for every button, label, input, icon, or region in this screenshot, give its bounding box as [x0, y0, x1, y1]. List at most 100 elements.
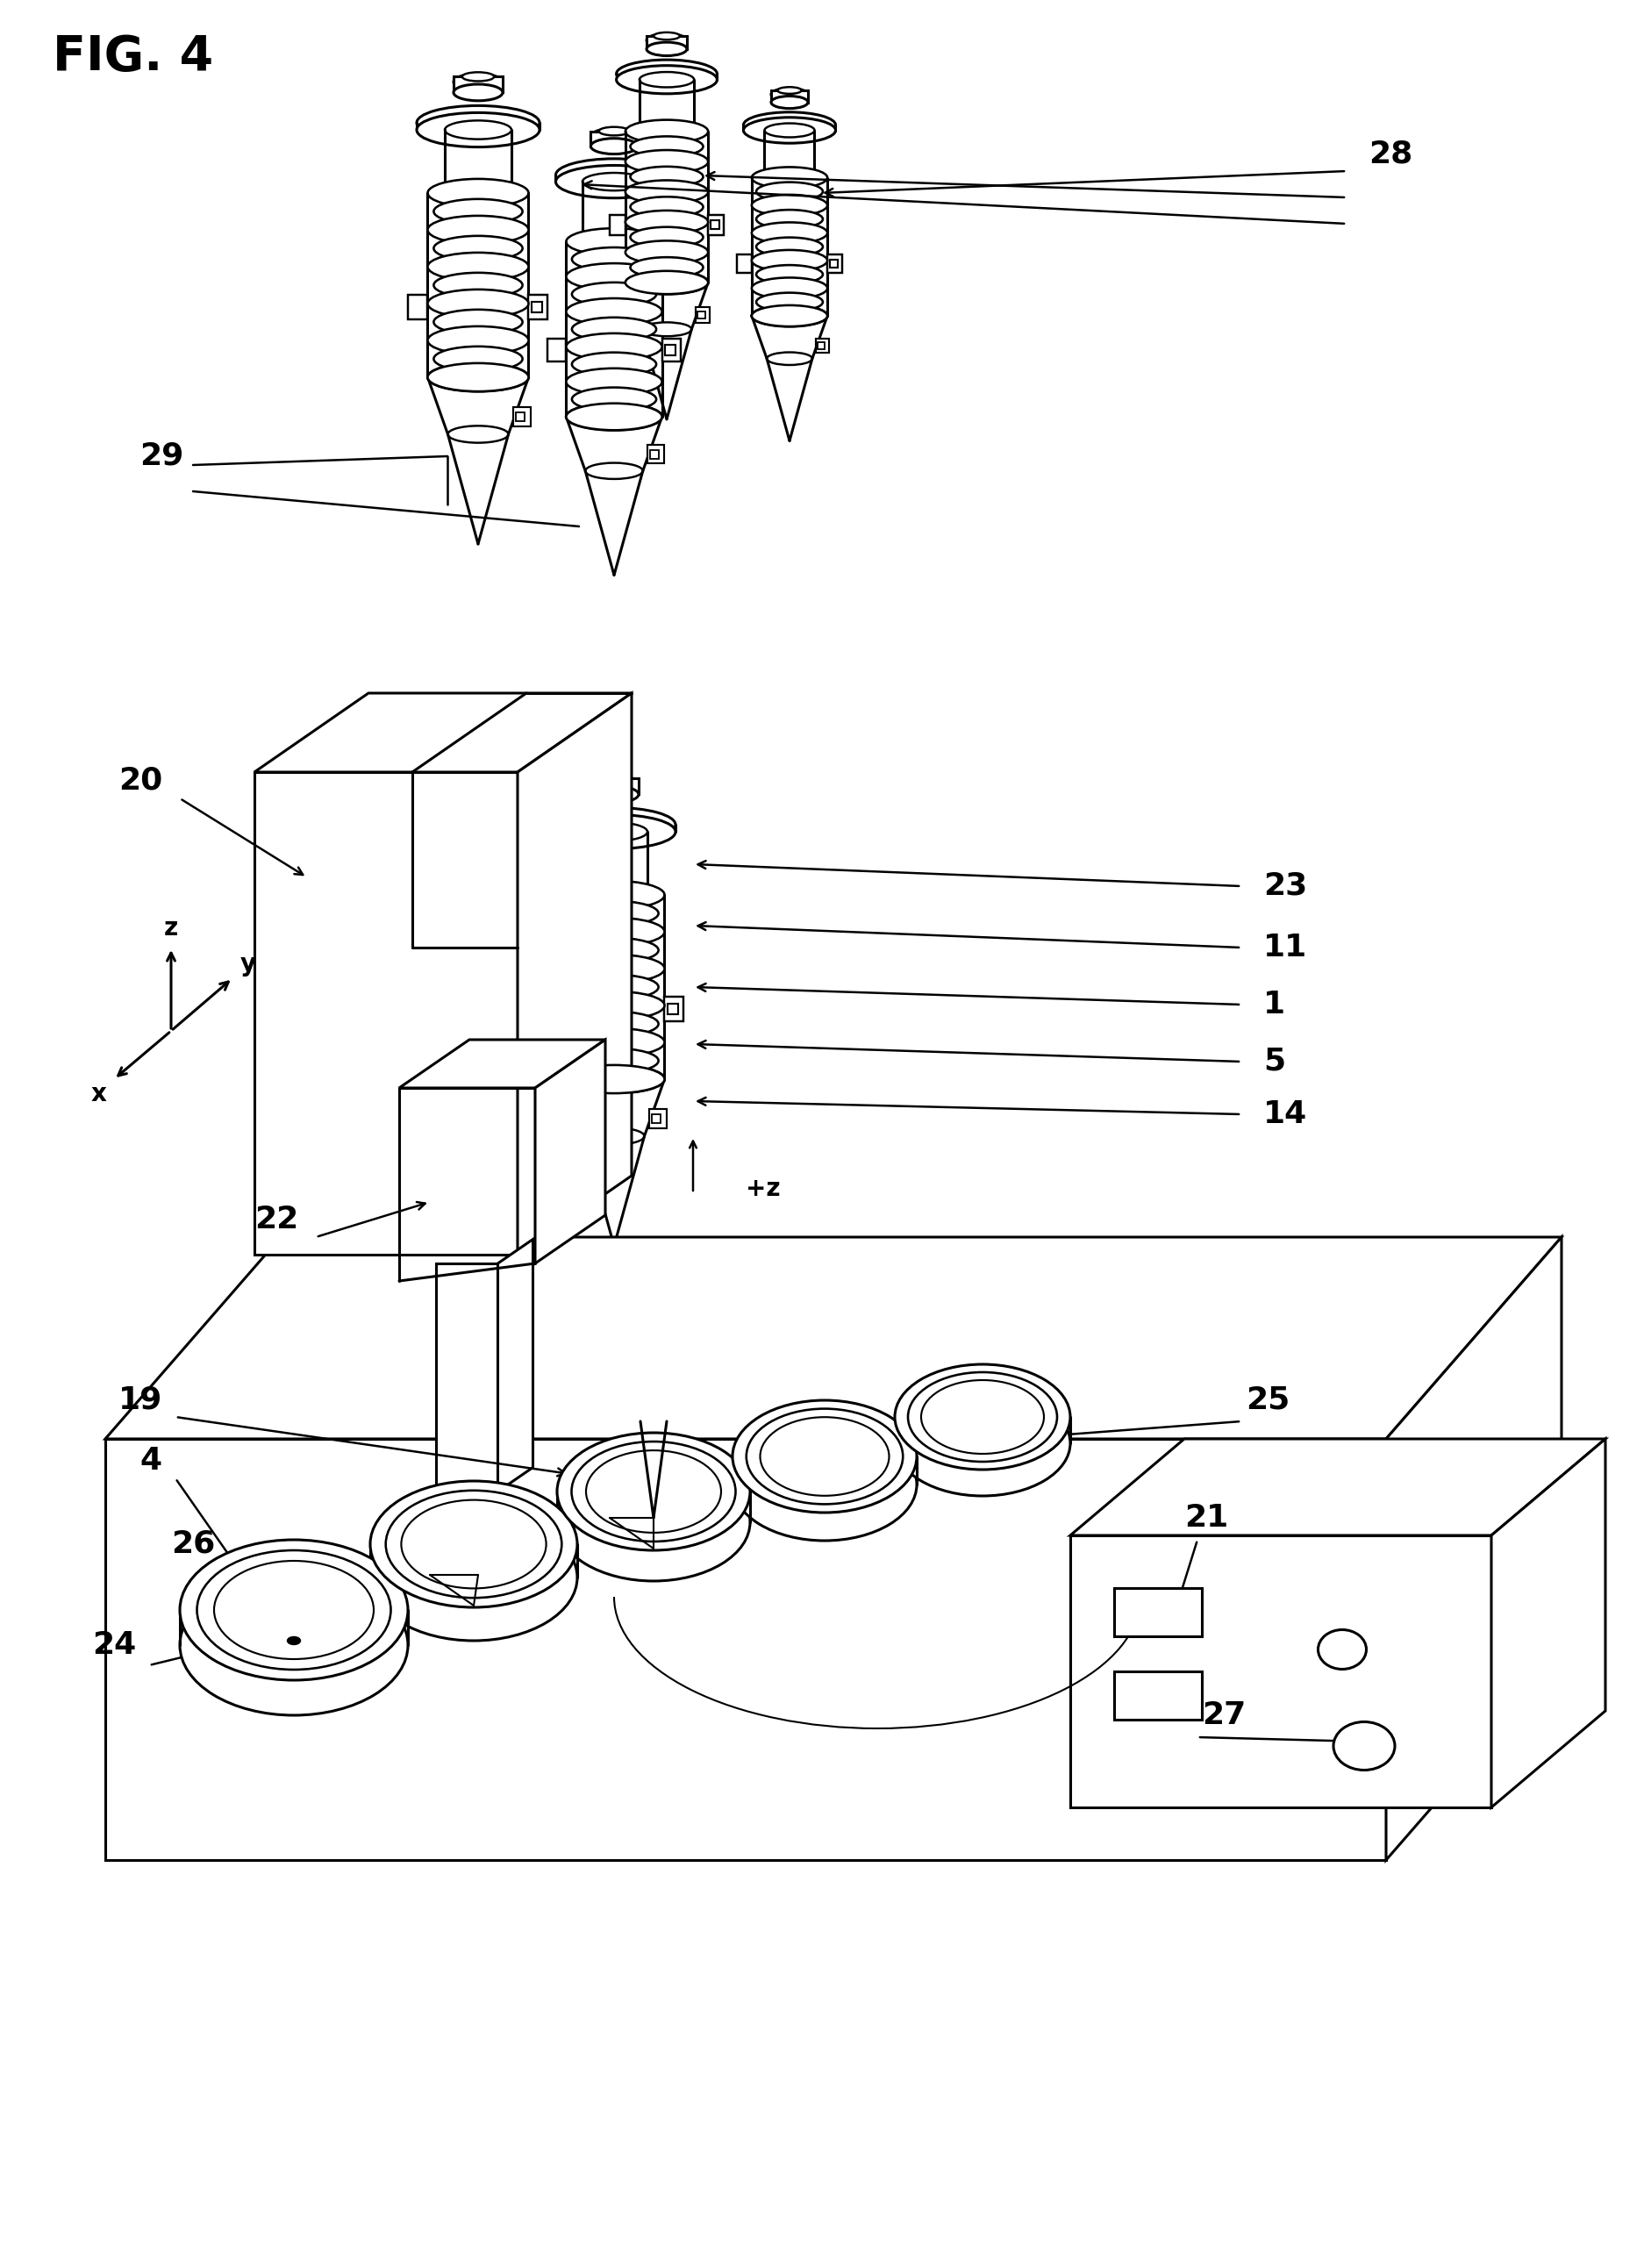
- Ellipse shape: [553, 807, 675, 841]
- Polygon shape: [513, 406, 530, 426]
- Text: 1: 1: [1263, 989, 1284, 1021]
- Text: 5: 5: [1263, 1048, 1284, 1077]
- Text: 25: 25: [1245, 1383, 1289, 1415]
- Polygon shape: [667, 1005, 679, 1014]
- Ellipse shape: [571, 388, 655, 411]
- Ellipse shape: [631, 136, 703, 156]
- Ellipse shape: [646, 34, 687, 48]
- Polygon shape: [695, 306, 710, 322]
- Text: 14: 14: [1263, 1100, 1306, 1129]
- Ellipse shape: [639, 73, 693, 86]
- Ellipse shape: [756, 238, 822, 256]
- Ellipse shape: [428, 363, 528, 392]
- Ellipse shape: [570, 1048, 659, 1073]
- Ellipse shape: [591, 129, 637, 145]
- Ellipse shape: [444, 120, 512, 138]
- Polygon shape: [609, 215, 626, 236]
- Polygon shape: [647, 445, 664, 463]
- Ellipse shape: [428, 215, 528, 245]
- Ellipse shape: [616, 66, 717, 93]
- Polygon shape: [646, 36, 687, 50]
- Ellipse shape: [556, 1433, 750, 1551]
- Ellipse shape: [428, 252, 528, 281]
- Polygon shape: [816, 338, 829, 354]
- Ellipse shape: [571, 284, 655, 306]
- Polygon shape: [817, 342, 824, 349]
- Ellipse shape: [756, 265, 822, 284]
- Polygon shape: [829, 259, 837, 268]
- Ellipse shape: [631, 256, 703, 277]
- Ellipse shape: [563, 1066, 664, 1093]
- Ellipse shape: [654, 32, 680, 41]
- Polygon shape: [1491, 1438, 1605, 1808]
- Ellipse shape: [563, 1066, 664, 1093]
- Ellipse shape: [764, 170, 814, 184]
- Polygon shape: [1070, 1438, 1605, 1535]
- Ellipse shape: [626, 150, 708, 172]
- Ellipse shape: [626, 270, 708, 295]
- Ellipse shape: [743, 118, 835, 143]
- Polygon shape: [454, 77, 502, 93]
- Polygon shape: [771, 91, 807, 102]
- Ellipse shape: [563, 955, 664, 982]
- Ellipse shape: [764, 122, 814, 138]
- Ellipse shape: [434, 272, 522, 297]
- Ellipse shape: [583, 172, 646, 191]
- Ellipse shape: [563, 880, 664, 909]
- Ellipse shape: [196, 1551, 391, 1669]
- Text: 11: 11: [1263, 932, 1306, 962]
- Text: 26: 26: [170, 1529, 215, 1558]
- Polygon shape: [535, 1039, 604, 1263]
- Polygon shape: [736, 254, 751, 272]
- Ellipse shape: [598, 773, 629, 782]
- Ellipse shape: [563, 919, 664, 946]
- Polygon shape: [1113, 1588, 1202, 1635]
- Ellipse shape: [581, 823, 647, 841]
- Polygon shape: [710, 220, 720, 229]
- Polygon shape: [827, 254, 842, 272]
- Ellipse shape: [589, 787, 639, 803]
- Text: 27: 27: [1202, 1701, 1245, 1730]
- Ellipse shape: [454, 73, 502, 91]
- Polygon shape: [517, 694, 631, 1254]
- Polygon shape: [545, 996, 563, 1021]
- Ellipse shape: [895, 1390, 1070, 1497]
- Polygon shape: [548, 338, 566, 361]
- Ellipse shape: [589, 776, 639, 792]
- Ellipse shape: [370, 1481, 576, 1608]
- Ellipse shape: [401, 1499, 546, 1588]
- Ellipse shape: [586, 1449, 721, 1533]
- Ellipse shape: [751, 277, 827, 299]
- Polygon shape: [650, 449, 659, 458]
- Text: y: y: [239, 953, 256, 978]
- Ellipse shape: [566, 229, 662, 254]
- Polygon shape: [665, 345, 675, 356]
- Ellipse shape: [370, 1515, 576, 1640]
- Ellipse shape: [566, 299, 662, 324]
- Ellipse shape: [556, 1463, 750, 1581]
- Ellipse shape: [180, 1540, 408, 1681]
- Polygon shape: [664, 996, 684, 1021]
- Ellipse shape: [571, 352, 655, 376]
- Polygon shape: [497, 1238, 533, 1492]
- Ellipse shape: [626, 211, 708, 234]
- Ellipse shape: [416, 107, 540, 141]
- Ellipse shape: [599, 127, 629, 136]
- Ellipse shape: [751, 306, 827, 327]
- Ellipse shape: [570, 900, 659, 925]
- Ellipse shape: [428, 179, 528, 206]
- Ellipse shape: [434, 236, 522, 261]
- Polygon shape: [662, 338, 680, 361]
- Polygon shape: [1385, 1236, 1560, 1860]
- Ellipse shape: [639, 125, 693, 138]
- Ellipse shape: [771, 95, 807, 109]
- Text: 23: 23: [1263, 871, 1306, 900]
- Ellipse shape: [434, 347, 522, 372]
- Text: x: x: [91, 1082, 107, 1107]
- Ellipse shape: [434, 308, 522, 333]
- Ellipse shape: [428, 327, 528, 354]
- Ellipse shape: [743, 111, 835, 138]
- Polygon shape: [591, 132, 637, 145]
- Ellipse shape: [563, 991, 664, 1021]
- Polygon shape: [106, 1438, 1385, 1860]
